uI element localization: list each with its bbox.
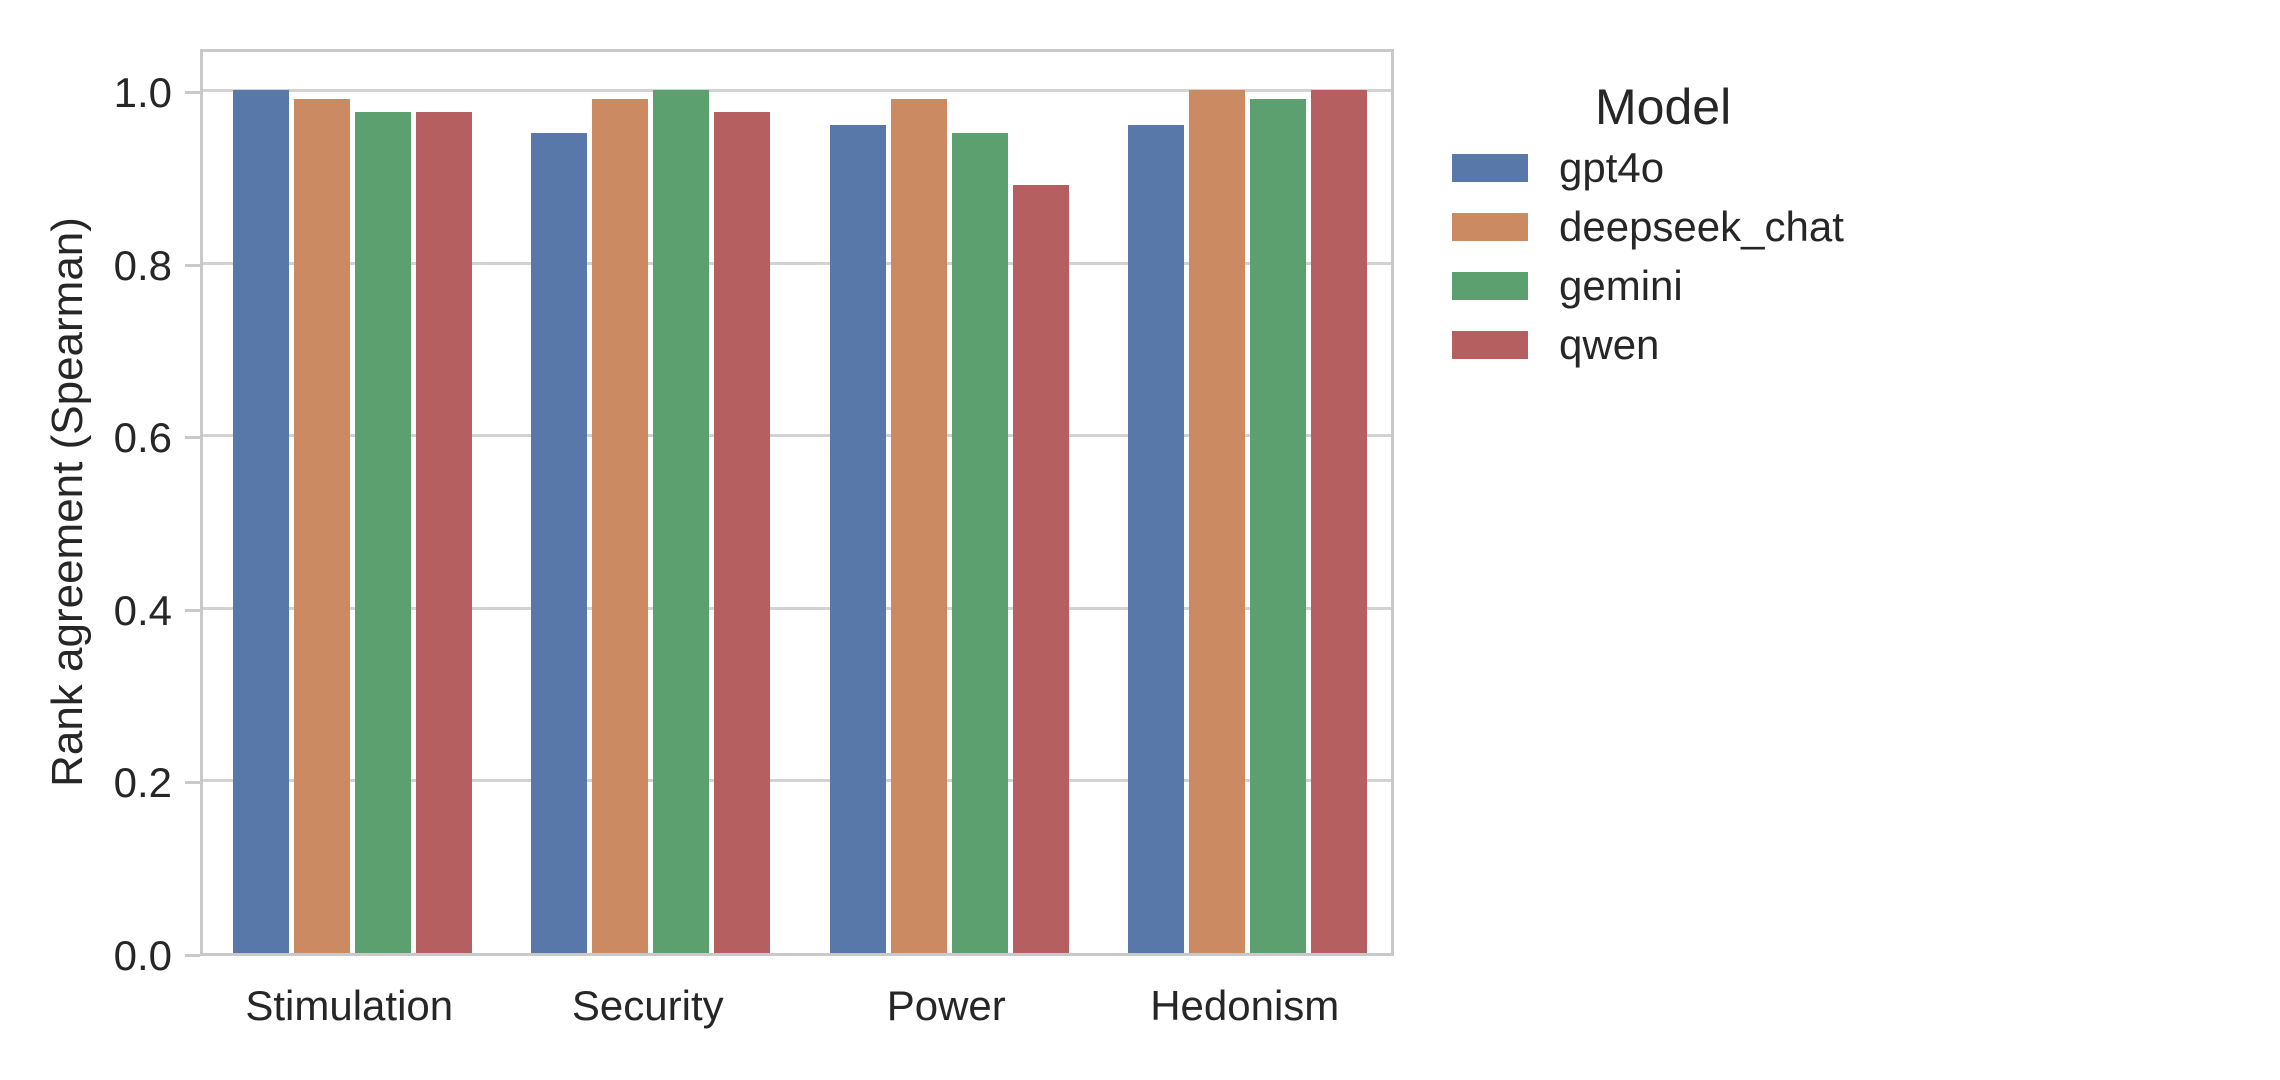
y-tick-mark xyxy=(185,954,200,957)
bar-hedonism-deepseek_chat xyxy=(1189,90,1245,953)
legend-swatch-deepseek_chat xyxy=(1452,213,1528,241)
bar-security-gemini xyxy=(653,90,709,953)
legend-item-deepseek_chat: deepseek_chat xyxy=(1452,206,1844,248)
bar-security-gpt4o xyxy=(531,133,587,953)
y-tick-mark xyxy=(185,781,200,785)
y-tick-label: 1.0 xyxy=(113,69,172,116)
y-tick-mark xyxy=(185,91,200,94)
bar-stimulation-gpt4o xyxy=(233,90,289,953)
legend-swatch-gpt4o xyxy=(1452,154,1528,182)
bar-hedonism-gpt4o xyxy=(1128,125,1184,953)
bar-power-qwen xyxy=(1013,185,1069,953)
x-tick-label-power: Power xyxy=(886,982,1006,1029)
gridline xyxy=(203,89,1391,92)
legend-label: deepseek_chat xyxy=(1559,203,1844,250)
plot-area xyxy=(200,49,1394,956)
bar-security-deepseek_chat xyxy=(592,99,648,953)
legend-swatch-gemini xyxy=(1452,272,1528,300)
y-tick-mark xyxy=(185,608,200,612)
x-tick-label-hedonism: Hedonism xyxy=(1150,982,1340,1029)
y-tick-label: 0.2 xyxy=(113,759,172,807)
bar-power-gpt4o xyxy=(830,125,886,953)
bar-power-gemini xyxy=(952,133,1008,953)
y-tick-label: 0.4 xyxy=(113,586,172,634)
y-tick-label: 0.0 xyxy=(113,932,172,979)
y-tick-label: 0.8 xyxy=(113,241,172,289)
bar-stimulation-deepseek_chat xyxy=(294,99,350,953)
y-tick-mark xyxy=(185,436,200,440)
bar-stimulation-qwen xyxy=(416,112,472,953)
bar-hedonism-qwen xyxy=(1311,90,1367,953)
legend-swatch-qwen xyxy=(1452,331,1528,359)
legend-title: Model xyxy=(1595,79,1732,135)
x-tick-label-security: Security xyxy=(571,982,724,1029)
legend-label: gpt4o xyxy=(1559,144,1665,191)
y-tick-label: 0.6 xyxy=(113,414,172,462)
bar-hedonism-gemini xyxy=(1250,99,1306,953)
legend-item-gpt4o: gpt4o xyxy=(1452,147,1844,189)
gridline xyxy=(203,434,1391,438)
bar-security-qwen xyxy=(714,112,770,953)
y-tick-mark xyxy=(185,263,200,267)
legend-label: qwen xyxy=(1559,321,1660,368)
gridline xyxy=(203,606,1391,610)
bar-stimulation-gemini xyxy=(355,112,411,953)
legend-item-qwen: qwen xyxy=(1452,324,1844,366)
bar-power-deepseek_chat xyxy=(891,99,947,953)
legend-item-gemini: gemini xyxy=(1452,265,1844,307)
y-axis-label: Rank agreement (Spearman) xyxy=(43,217,92,787)
gridline xyxy=(203,261,1391,265)
gridline xyxy=(203,779,1391,783)
x-tick-label-stimulation: Stimulation xyxy=(245,982,454,1029)
legend-label: gemini xyxy=(1559,262,1683,309)
